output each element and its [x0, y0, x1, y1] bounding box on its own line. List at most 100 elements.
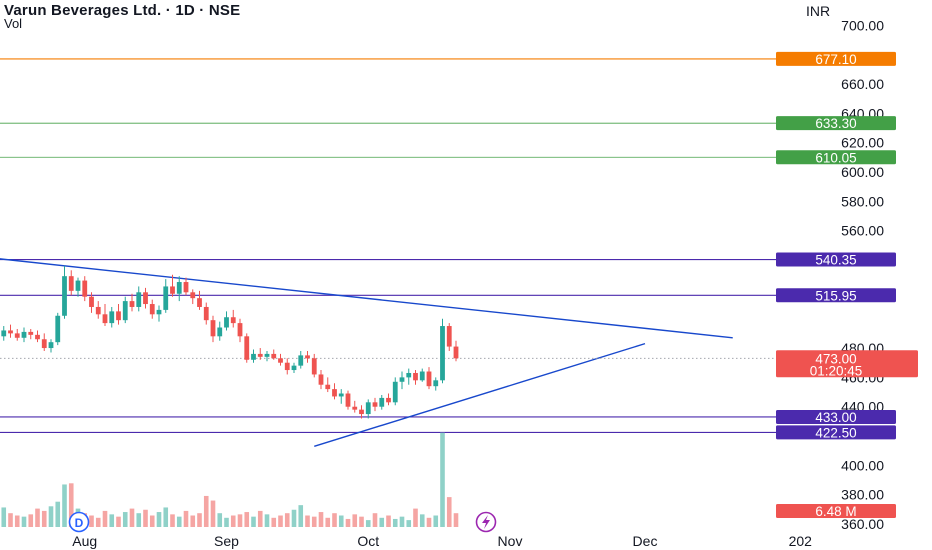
bar-countdown: 01:20:45 [810, 363, 863, 378]
candle-body [278, 358, 283, 363]
volume-bar [413, 508, 418, 527]
candle-body [386, 397, 391, 403]
candle-body [68, 276, 74, 291]
candle-body [82, 280, 88, 297]
candle-body [109, 311, 115, 324]
candle-body [230, 317, 236, 324]
volume-bar [149, 515, 155, 527]
level-tag-bg [776, 288, 896, 303]
volume-bar [379, 517, 385, 527]
candle-body [379, 397, 385, 407]
price-tick-label: 580.00 [841, 193, 884, 209]
time-axis[interactable]: Aug Sep Oct Nov Dec 202 [72, 533, 812, 549]
volume-bar [352, 514, 358, 527]
candle-body [352, 406, 358, 410]
volume-bar [318, 512, 324, 527]
candle-body [176, 282, 182, 294]
level-tag-bg [776, 425, 896, 440]
candle-body [318, 374, 324, 385]
volume-bar [345, 518, 351, 527]
level-tag-text: 422.50 [815, 425, 856, 440]
volume-bar [453, 513, 459, 527]
volume-bar [399, 516, 405, 527]
level-tag-text: 515.95 [815, 288, 856, 303]
candle-body [433, 380, 439, 387]
candle-body [291, 365, 297, 371]
candle-body [14, 333, 20, 338]
volume-bar [203, 495, 209, 527]
event-markers[interactable]: D [68, 511, 497, 533]
candle-body [129, 301, 135, 307]
level-tag: 633.30 [776, 116, 896, 131]
candle-body [28, 331, 34, 335]
volume-tag-text: 6.48 M [815, 504, 856, 519]
time-tick-label: Oct [357, 533, 379, 549]
price-tick-label: 560.00 [841, 223, 884, 239]
candle-body [95, 306, 101, 315]
candle-body [399, 377, 405, 382]
candle-body [143, 292, 148, 305]
level-tag: 540.35 [776, 252, 896, 268]
volume-bar [372, 513, 378, 527]
trendlines[interactable] [0, 258, 733, 447]
volume-bar [244, 512, 250, 527]
volume-bar [156, 512, 162, 527]
candle-body [21, 331, 27, 338]
candle-body [453, 346, 459, 359]
time-tick-label: 202 [789, 533, 813, 549]
candle-body [116, 311, 121, 321]
candle-body [217, 327, 223, 337]
volume-indicator-label[interactable]: Vol [4, 16, 23, 31]
candle-body [332, 389, 337, 397]
candle-body [75, 280, 81, 291]
volume-bar [116, 516, 121, 527]
candle-body [251, 353, 256, 360]
candle-body [55, 315, 61, 343]
candle-body [271, 353, 277, 359]
volume-bar [170, 514, 175, 527]
candle-body [419, 371, 425, 381]
volume-bar [230, 515, 236, 527]
volume-bar [190, 515, 196, 527]
level-tag-text: 677.10 [815, 52, 856, 67]
candle-body [35, 334, 40, 340]
volume-bar [89, 515, 94, 527]
volume-bar [359, 516, 364, 527]
candle-body [372, 402, 378, 407]
price-tick-label: 620.00 [841, 135, 884, 151]
level-tag-bg [776, 51, 896, 66]
level-tag: 610.05 [776, 150, 896, 165]
volume-bar [210, 500, 216, 527]
candle-body [298, 355, 304, 366]
level-tag-text: 610.05 [815, 150, 856, 165]
volume-bar [102, 510, 108, 527]
symbol-title[interactable]: Varun Beverages Ltd. · 1D · NSE [4, 2, 241, 19]
volume-bar [176, 516, 182, 527]
volume-bar [68, 483, 74, 527]
price-tick-label: 700.00 [841, 17, 884, 33]
time-tick-label: Nov [498, 533, 523, 549]
candle-body [136, 292, 142, 307]
volume-bar [41, 510, 47, 527]
candle-body [440, 326, 445, 381]
volume-bar [163, 507, 169, 527]
candle-body [163, 286, 169, 310]
candle-body [8, 330, 13, 334]
candle-body [446, 326, 452, 347]
volume-bar [365, 520, 371, 527]
price-axis[interactable]: 700.00660.00640.00620.00600.00580.00560.… [806, 3, 884, 532]
level-tag-text: 540.35 [815, 253, 856, 268]
volume-bar [183, 510, 189, 527]
volume-bar [95, 517, 101, 527]
volume-bar [35, 508, 40, 527]
candle-body [170, 286, 175, 294]
volume-bar [325, 517, 331, 527]
candle-body [62, 276, 67, 316]
volume-bar [426, 517, 432, 527]
volume-bar [251, 516, 256, 527]
candle-body [210, 320, 216, 337]
volume-bar [197, 513, 202, 527]
trendline [314, 342, 646, 447]
